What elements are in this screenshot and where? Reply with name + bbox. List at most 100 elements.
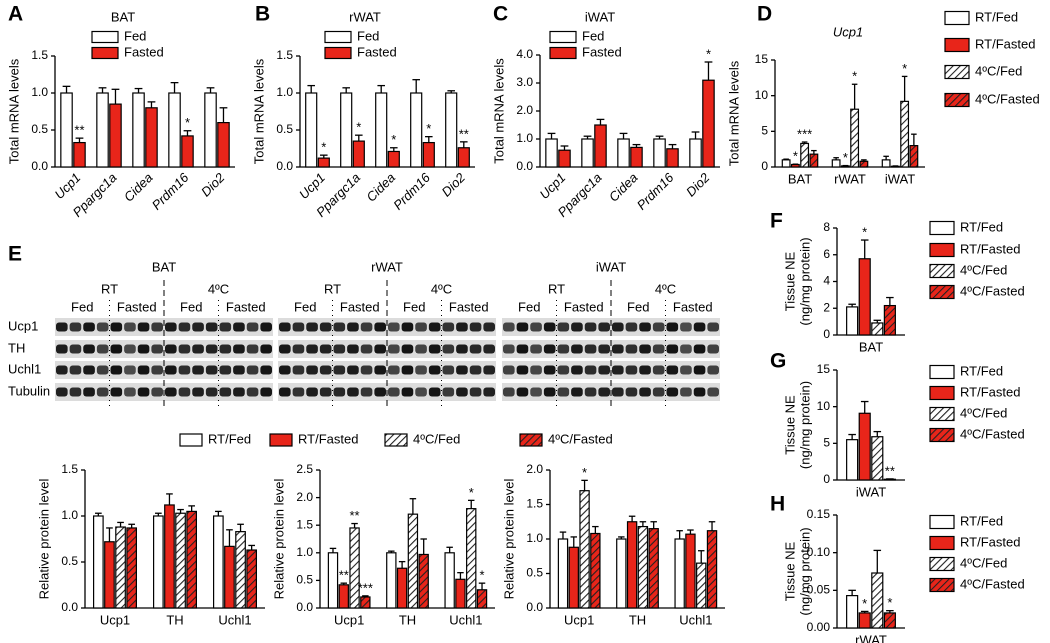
bar <box>781 159 791 168</box>
legend-swatch <box>929 263 955 279</box>
y-tick-label: 0.0 <box>296 600 313 614</box>
blot-band <box>56 387 68 397</box>
blot-band <box>124 387 136 397</box>
legend-label: Fasted <box>582 44 622 59</box>
blot-band <box>707 322 719 332</box>
blot-band <box>178 365 191 375</box>
blot-band <box>319 344 332 354</box>
bar <box>846 439 859 481</box>
legend-swatch <box>929 220 955 236</box>
blot-band <box>124 344 136 354</box>
y-tick-label: 15 <box>817 362 831 376</box>
blot-band <box>219 387 232 397</box>
y-tick-label: 10 <box>755 88 769 102</box>
legend-label: Fed <box>124 28 146 43</box>
significance: * <box>843 150 848 165</box>
significance: * <box>185 115 190 130</box>
legend-swatch <box>929 535 955 551</box>
y-tick-label: 1.0 <box>61 508 78 522</box>
blot-band <box>260 387 272 397</box>
blot-band <box>388 365 400 375</box>
blot-band <box>469 344 482 354</box>
y-tick-label: 1.0 <box>516 131 533 145</box>
blot-band <box>652 365 665 375</box>
x-tick-label: Uchl1 <box>679 612 712 627</box>
blot-band <box>205 365 218 375</box>
blot-background <box>55 340 273 358</box>
x-tick-label: Dio2 <box>439 169 469 199</box>
blot-band <box>428 387 441 397</box>
y-tick-label: 5 <box>761 124 768 138</box>
blot-band <box>483 365 495 375</box>
bar <box>164 504 175 609</box>
panel-letter: D <box>757 3 772 26</box>
bar <box>175 512 186 609</box>
bar <box>204 92 217 168</box>
bar <box>871 436 884 481</box>
blot-band <box>516 344 529 354</box>
bar <box>579 490 590 609</box>
blot-band <box>666 322 679 332</box>
blot-background <box>502 318 720 336</box>
blot-band <box>456 387 468 397</box>
blot-band <box>415 344 427 354</box>
bar <box>871 572 884 629</box>
blot-band <box>598 365 610 375</box>
blot-band <box>205 322 218 332</box>
bar <box>594 124 607 168</box>
blot-band <box>165 322 177 332</box>
bar <box>349 527 360 609</box>
bar <box>890 165 900 168</box>
blot-band <box>571 387 583 397</box>
blot-band <box>639 344 651 354</box>
bar <box>581 138 594 168</box>
blot-band <box>83 365 95 375</box>
blot-band <box>625 387 638 397</box>
blot-band <box>347 344 359 354</box>
blot-temperature: RT <box>324 281 341 296</box>
blot-band <box>124 322 136 332</box>
legend-label: 4ºC/Fasted <box>548 431 613 446</box>
blot-band <box>428 365 441 375</box>
blot-band <box>584 365 597 375</box>
blot-band <box>165 365 177 375</box>
y-axis-label: Total mRNA levels <box>491 58 506 164</box>
blot-band <box>151 365 163 375</box>
blot-band <box>192 365 204 375</box>
blot-band <box>69 365 82 375</box>
blot-band <box>233 322 245 332</box>
bar <box>909 145 919 168</box>
blot-band <box>442 344 455 354</box>
bar <box>800 142 810 168</box>
blot-band <box>260 365 272 375</box>
legend-label: Fed <box>582 28 604 43</box>
blot-band <box>192 322 204 332</box>
blot-temperature: 4ºC <box>208 281 229 296</box>
legend-label: Fasted <box>357 44 397 59</box>
blot-band <box>178 344 191 354</box>
x-tick-label: Prdm16 <box>634 169 677 212</box>
bar <box>689 138 702 168</box>
blot-band <box>178 322 191 332</box>
significance: * <box>426 121 431 136</box>
blot-band <box>571 322 583 332</box>
blot-band <box>292 344 305 354</box>
bar <box>558 149 571 168</box>
y-axis-label: Relative protein level <box>501 479 516 600</box>
bar <box>410 92 423 168</box>
blot-band <box>530 365 542 375</box>
legend-swatch <box>549 46 577 60</box>
blot-state: Fasted <box>340 299 380 314</box>
blot-state: Fasted <box>226 299 266 314</box>
blot-band <box>415 387 427 397</box>
y-tick-label: 2.0 <box>526 462 543 476</box>
blot-band <box>56 344 68 354</box>
y-tick-label: 8 <box>823 220 830 234</box>
blot-state: Fasted <box>564 299 604 314</box>
bar <box>883 612 896 629</box>
panel-letter: A <box>8 3 23 26</box>
x-tick-label: Ucp1 <box>51 170 83 202</box>
bar <box>674 538 685 609</box>
legend-label: 4ºC/Fasted <box>960 426 1025 441</box>
bar <box>305 92 318 168</box>
